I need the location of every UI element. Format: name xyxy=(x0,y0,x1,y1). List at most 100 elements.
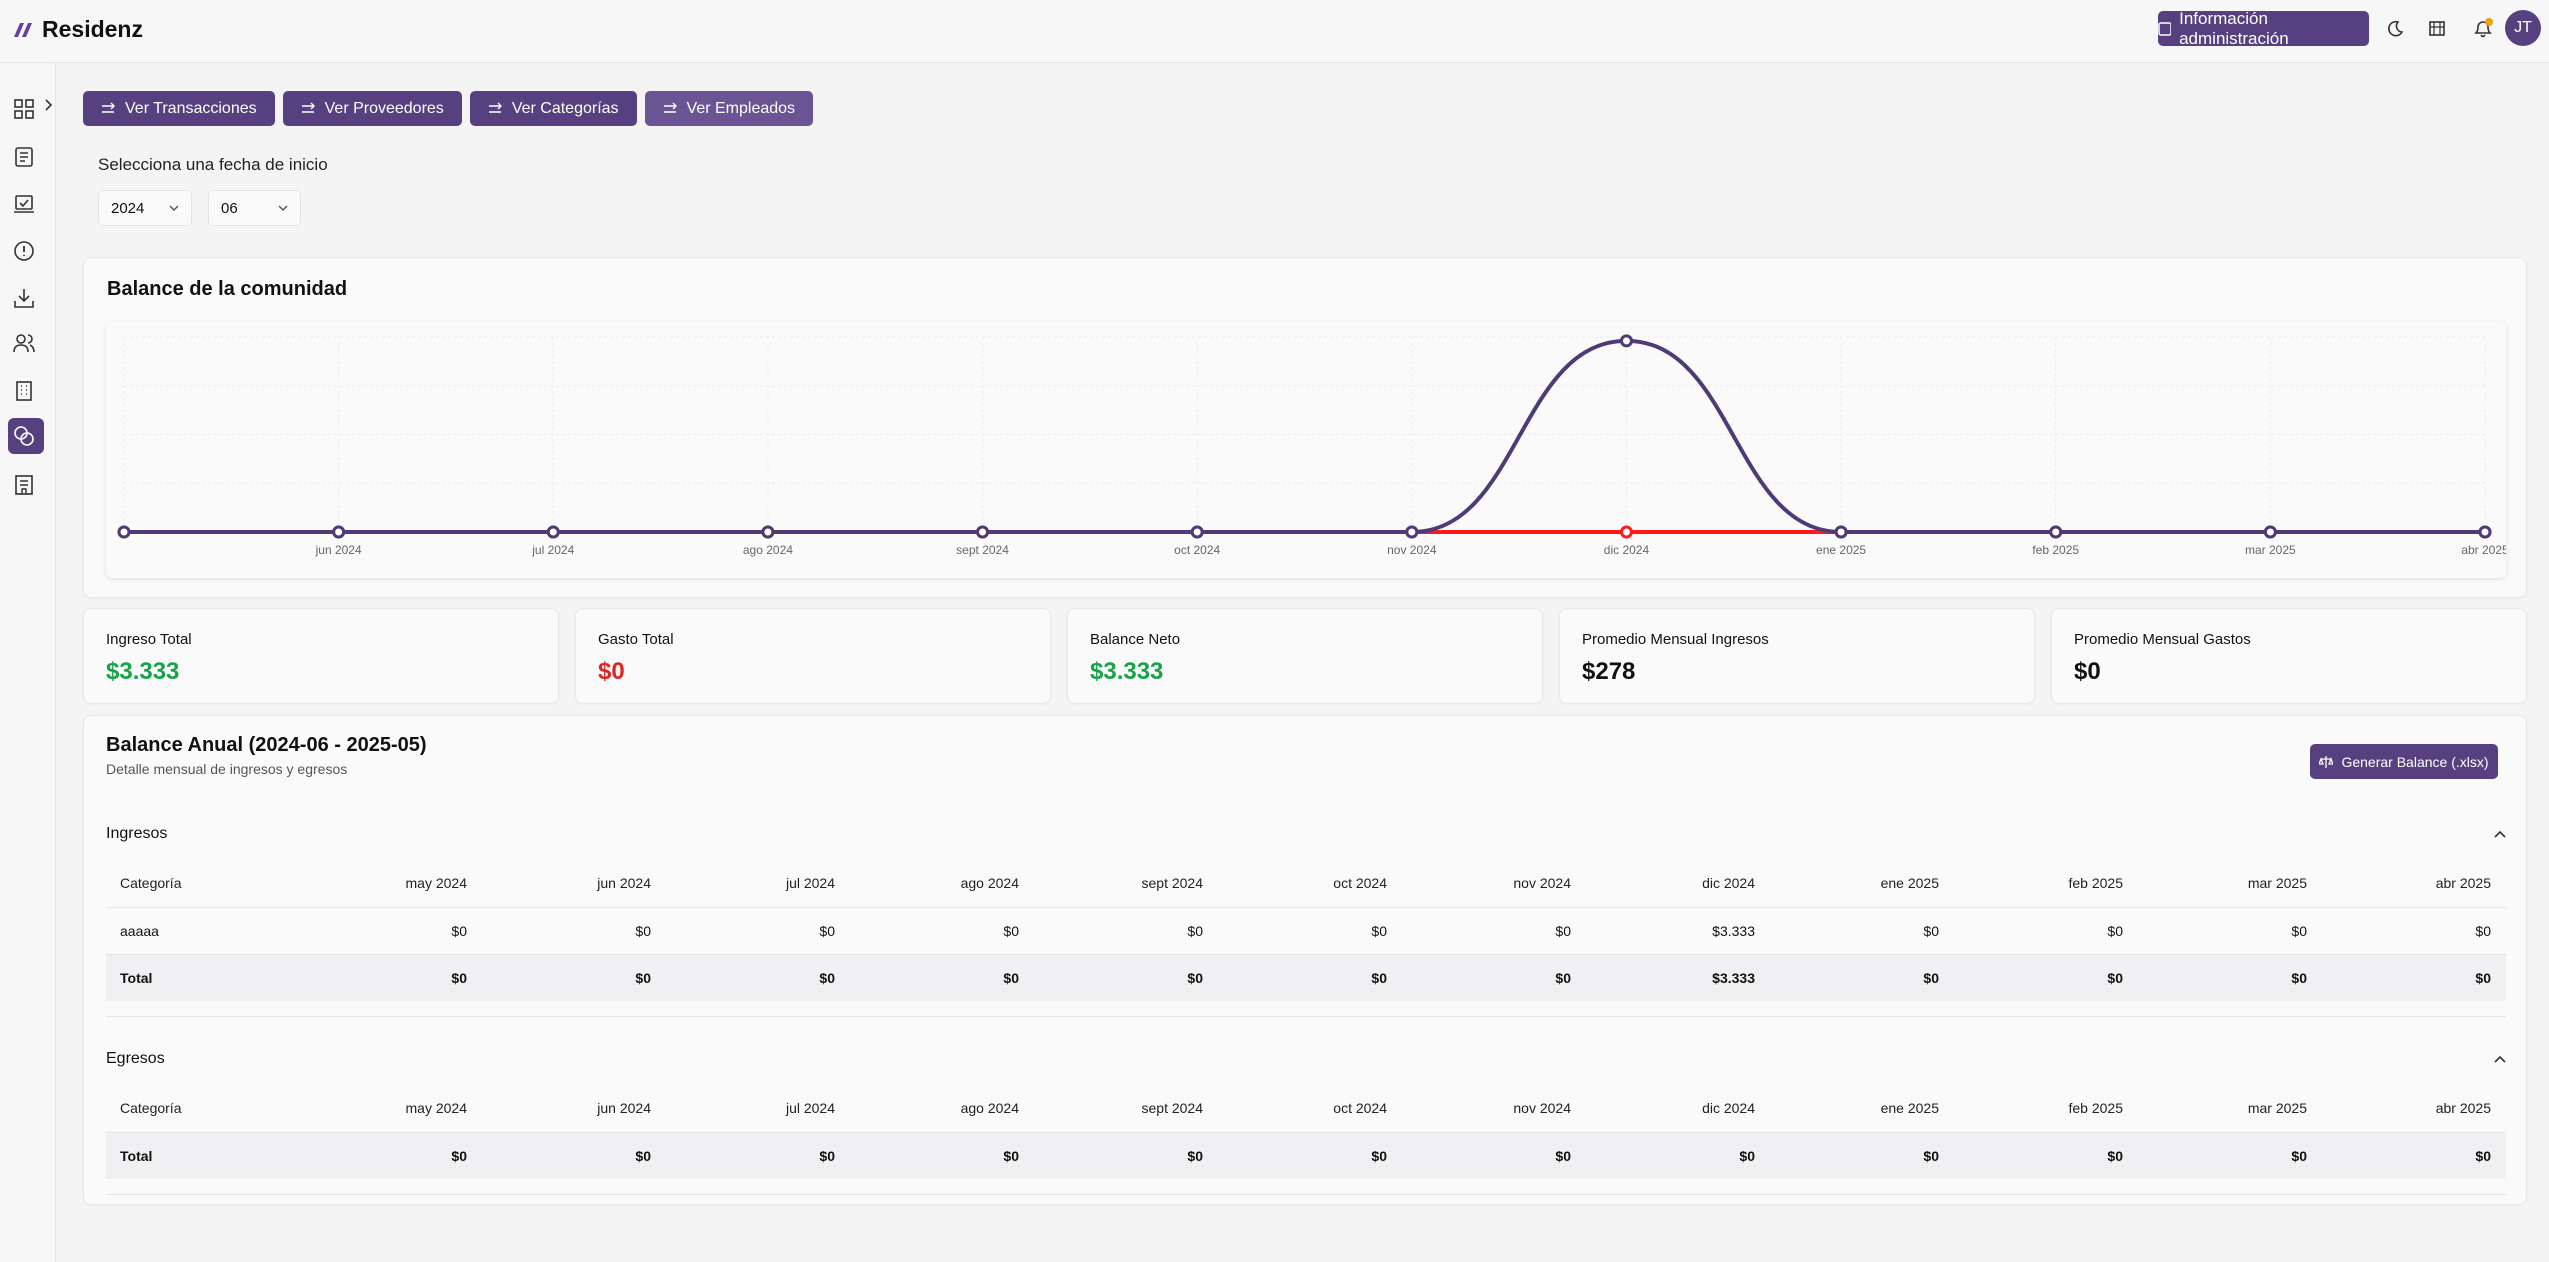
cell: $0 xyxy=(1555,922,1571,939)
brand[interactable]: Residenz xyxy=(12,16,143,43)
x-tick-label: abr 2025 xyxy=(2461,543,2506,557)
point xyxy=(2263,525,2277,539)
point xyxy=(332,525,346,539)
chevron xyxy=(169,205,179,211)
total-cell: $0 xyxy=(1923,969,1939,986)
table-body: aaaaa $0 $0 $0 $0 $0 $0 $0 $3.333 $0 $0 $0 $0 Total $0… xyxy=(106,907,2506,1001)
annual-title: Balance Anual (2024-06 - 2025-05) xyxy=(106,734,427,756)
column-header: feb 2025 xyxy=(2068,1100,2124,1117)
total-cell: $0 xyxy=(1371,969,1387,986)
action-button[interactable]: Ver Empleados xyxy=(644,91,814,126)
chart-container: jun 2024 jul 2024 ago 2024 sept 2024 oct 202… xyxy=(106,322,2509,578)
cell: $3.333 xyxy=(1712,922,1755,939)
year-value: 2024 xyxy=(111,199,145,217)
x-tick-label: jun 2024 xyxy=(315,543,362,557)
stat-value: $3.333 xyxy=(106,658,180,685)
row: aaaaa $0 $0 $0 $0 $0 $0 $0 $3.333 $0 $0 $0 $0 xyxy=(106,907,2506,954)
data-table: Categoría may 2024 jun 2024 jul 2024 ago 202… xyxy=(106,860,2506,1001)
avatar[interactable]: JT xyxy=(2505,10,2541,46)
nav-users[interactable] xyxy=(13,332,35,354)
generate-button-label: Generar Balance (.xlsx) xyxy=(2341,753,2489,770)
icon xyxy=(2319,755,2334,768)
nav-download[interactable] xyxy=(13,287,35,309)
table-body: Total $0 $0 $0 $0 $0 $0 $0 $0 $0 $0 $0 $0 xyxy=(106,1132,2506,1179)
month-select[interactable]: 06 xyxy=(208,190,301,226)
total-cell: $0 xyxy=(451,1147,467,1164)
collapse-icon[interactable] xyxy=(2494,830,2506,838)
nav-building[interactable] xyxy=(13,380,35,402)
column-header: mar 2025 xyxy=(2247,875,2307,892)
x-tick-label: jul 2024 xyxy=(531,543,574,557)
point xyxy=(546,525,560,539)
column-header: may 2024 xyxy=(405,1100,467,1117)
theme-toggle[interactable] xyxy=(2386,20,2404,38)
point xyxy=(2478,525,2492,539)
total-cell: $0 xyxy=(819,1147,835,1164)
stat-label: Gasto Total xyxy=(598,631,674,648)
section-header[interactable]: Ingresos xyxy=(106,816,2506,852)
stat-value: $278 xyxy=(1582,658,1636,685)
x-tick-label: sept 2024 xyxy=(956,543,1009,557)
header-row: Categoría may 2024 jun 2024 jul 2024 ago 202… xyxy=(106,860,2506,907)
total-cell: Total xyxy=(120,1147,153,1164)
nav-news[interactable] xyxy=(13,146,35,168)
total-cell: $0 xyxy=(2291,969,2307,986)
admin-button[interactable]: Información administración xyxy=(2158,9,2369,48)
column-header: Categoría xyxy=(120,875,182,892)
nav-dashboard[interactable] xyxy=(13,98,35,120)
total-row: Total $0 $0 $0 $0 $0 $0 $0 $0 $0 $0 $0 $0 xyxy=(106,1132,2506,1179)
nav-alerts[interactable] xyxy=(13,240,35,262)
icon xyxy=(102,102,115,113)
annual-balance: Balance Anual (2024-06 - 2025-05) Detall… xyxy=(83,715,2527,1205)
table-head: Categoría may 2024 jun 2024 jul 2024 ago 202… xyxy=(106,1085,2506,1132)
x-tick-label: oct 2024 xyxy=(1174,543,1220,557)
stats-row: Ingreso Total $3.333 Gasto Total $0 Balance … xyxy=(83,608,2527,704)
stat-value: $0 xyxy=(2074,658,2101,685)
collapse-icon[interactable] xyxy=(2494,1055,2506,1063)
cell: $0 xyxy=(2291,922,2307,939)
total-cell: Total xyxy=(120,969,153,986)
sidebar-expand[interactable] xyxy=(44,98,54,112)
column-header: sept 2024 xyxy=(1141,1100,1204,1117)
total-cell: $0 xyxy=(1187,1147,1203,1164)
stat-card: Promedio Mensual Gastos $0 xyxy=(2051,608,2527,704)
separator xyxy=(106,1179,2506,1195)
notifications[interactable] xyxy=(2472,18,2494,40)
year-select[interactable]: 2024 xyxy=(98,190,192,226)
date-filter-label: Selecciona una fecha de inicio xyxy=(98,155,328,174)
column-header: mar 2025 xyxy=(2247,1100,2307,1117)
stat-card: Promedio Mensual Ingresos $278 xyxy=(1559,608,2035,704)
total-cell: $0 xyxy=(1555,969,1571,986)
total-cell: $0 xyxy=(1923,1147,1939,1164)
generate-button[interactable]: Generar Balance (.xlsx) xyxy=(2310,744,2498,779)
logo xyxy=(14,22,32,37)
icon xyxy=(488,102,502,113)
cell: $0 xyxy=(1187,922,1203,939)
column-header: nov 2024 xyxy=(1513,1100,1571,1117)
chart-title: Balance de la comunidad xyxy=(107,278,348,300)
cell: $0 xyxy=(2107,922,2123,939)
section-title: Ingresos xyxy=(106,825,168,842)
stat-label: Promedio Mensual Ingresos xyxy=(1582,631,1769,648)
nav-units[interactable] xyxy=(13,474,35,496)
total-cell: $0 xyxy=(451,969,467,986)
column-header: dic 2024 xyxy=(1702,875,1755,892)
section-header[interactable]: Egresos xyxy=(106,1041,2506,1077)
total-cell: $0 xyxy=(819,969,835,986)
building-icon[interactable] xyxy=(2428,19,2446,37)
nav-finance[interactable] xyxy=(13,425,35,447)
cell: aaaaa xyxy=(120,922,159,939)
column-header: ago 2024 xyxy=(960,875,1019,892)
cell: $0 xyxy=(1371,922,1387,939)
action-button[interactable]: Ver Proveedores xyxy=(282,91,462,126)
icon xyxy=(2158,21,2172,36)
total-cell: $0 xyxy=(635,969,651,986)
column-header: ago 2024 xyxy=(960,1100,1019,1117)
chevron xyxy=(2494,830,2506,838)
action-button[interactable]: Ver Transacciones xyxy=(83,91,275,126)
action-button[interactable]: Ver Categorías xyxy=(469,91,637,126)
total-cell: $3.333 xyxy=(1712,969,1755,986)
column-header: jul 2024 xyxy=(785,1100,835,1117)
nav-inbox[interactable] xyxy=(13,193,35,215)
column-header: Categoría xyxy=(120,1100,182,1117)
